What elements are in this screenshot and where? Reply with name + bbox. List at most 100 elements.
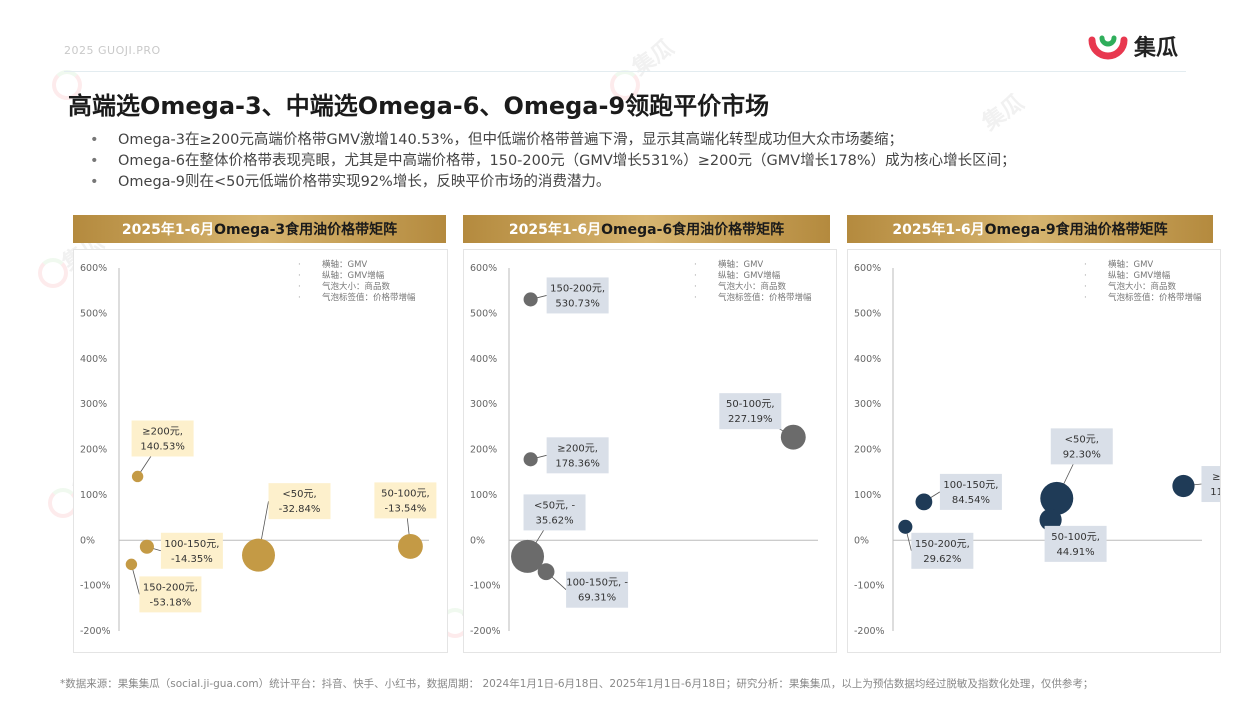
y-tick-label: 600% (470, 263, 497, 274)
y-tick-label: 300% (80, 399, 107, 410)
summary-bullets: Omega-3在≥200元高端价格带GMV激增140.53%，但中低端价格带普遍… (90, 130, 1016, 193)
data-label-box (374, 482, 437, 519)
y-tick-label: -100% (854, 581, 885, 592)
jigua-logo-icon (1088, 35, 1128, 60)
bullet-omega9: Omega-9则在<50元低端价格带实现92%增长，反映平价市场的消费潜力。 (90, 172, 1016, 193)
bubble-point (523, 452, 538, 467)
data-label-text: 44.91% (1057, 547, 1095, 558)
y-tick-label: 500% (470, 308, 497, 319)
bullet-omega6: Omega-6在整体价格带表现亮眼，尤其是中高端价格带，150-200元（GMV… (90, 151, 1016, 172)
bubble-point (898, 519, 913, 534)
legend-label: 气泡标签值：价格带增幅 (298, 293, 416, 304)
data-label-box (1050, 428, 1113, 465)
data-label-text: 140.53% (140, 441, 185, 452)
brand-logo: 集瓜 (1088, 30, 1178, 62)
legend-label: 气泡标签值：价格带增幅 (1084, 293, 1202, 304)
omega6-title-text: Omega-6食用油价格带矩阵 (601, 222, 785, 238)
data-label-text: 150-200元, (550, 283, 605, 294)
data-label-box (1044, 525, 1107, 562)
bubble-point (397, 533, 423, 559)
data-label-text: ≥200元, (1212, 472, 1220, 483)
omega6-chart-legend: 横轴：GMV 纵轴：GMV增幅 气泡大小：商品数 气泡标签值：价格带增幅 (694, 260, 812, 304)
y-tick-label: -200% (470, 626, 501, 637)
omega9-title-text: Omega-9食用油价格带矩阵 (984, 222, 1168, 238)
legend-x: 横轴：GMV (694, 260, 812, 271)
data-label-text: 84.54% (952, 495, 990, 506)
bubble-point (1039, 508, 1062, 531)
bullet-omega3: Omega-3在≥200元高端价格带GMV激增140.53%，但中低端价格带普遍… (90, 130, 1016, 151)
bubble-point (1172, 474, 1195, 498)
data-label-box (160, 532, 223, 569)
y-tick-label: 100% (470, 490, 497, 501)
bubble-point (780, 424, 806, 450)
data-label-text: <50元, (1065, 434, 1099, 445)
y-tick-label: 400% (80, 354, 107, 365)
omega3-chart-legend: 横轴：GMV 纵轴：GMV增幅 气泡大小：商品数 气泡标签值：价格带增幅 (298, 260, 416, 304)
bubble-point (139, 539, 154, 554)
omega6-chart-title: 2025年1-6月 Omega-6食用油价格带矩阵 (463, 215, 830, 243)
y-tick-label: 0% (80, 535, 95, 546)
legend-size: 气泡大小：商品数 (298, 282, 416, 293)
legend-size: 气泡大小：商品数 (1084, 282, 1202, 293)
bubble-point (915, 493, 933, 511)
omega6-chart-panel: 600% 500% 400% 300% 200% 100% 0% -100% -200% 150-… (463, 249, 837, 653)
bubble-point (537, 563, 555, 581)
data-label-text: 178.36% (555, 458, 600, 469)
omega3-title-date: 2025年1-6月 (121, 222, 215, 238)
omega9-bubble-chart: 600% 500% 400% 300% 200% 100% 0% -100% -200% 100-… (854, 263, 1220, 637)
omega9-title-date: 2025年1-6月 (892, 222, 985, 238)
omega3-chart-panel: 600% 500% 400% 300% 200% 100% 0% -100% -200% ≥200… (73, 249, 448, 653)
y-tick-label: 400% (470, 354, 497, 365)
y-tick-label: 0% (470, 535, 485, 546)
bubble-point (125, 558, 138, 571)
watermark-logo: 集瓜 (978, 90, 1029, 136)
page-title: 高端选Omega-3、中端选Omega-6、Omega-9领跑平价市场 (68, 92, 770, 120)
data-label-box (939, 473, 1002, 510)
data-label-text: ≥200元, (557, 443, 598, 454)
y-tick-label: 600% (854, 263, 881, 274)
data-label-text: 50-100元, (726, 399, 775, 410)
legend-y: 纵轴：GMV增幅 (694, 271, 812, 282)
legend-label: 气泡标签值：价格带增幅 (694, 293, 812, 304)
brand-name: 集瓜 (1133, 36, 1178, 61)
data-label-box (523, 494, 586, 531)
y-tick-label: 300% (854, 399, 881, 410)
data-label-text: 150-200元, (143, 582, 198, 593)
y-tick-label: 300% (470, 399, 497, 410)
legend-x: 横轴：GMV (298, 260, 416, 271)
data-label-text: 227.19% (728, 414, 773, 425)
data-label-box (139, 576, 202, 613)
data-label-text: 50-100元, (1051, 532, 1100, 543)
data-label-box (546, 277, 609, 314)
legend-y: 纵轴：GMV增幅 (298, 271, 416, 282)
data-label-text: 100-150元, (164, 539, 219, 550)
data-label-text: <50元, - (534, 500, 575, 511)
legend-y: 纵轴：GMV增幅 (1084, 271, 1202, 282)
data-label-text: 29.62% (923, 554, 961, 565)
legend-size: 气泡大小：商品数 (694, 282, 812, 293)
omega3-title-text: Omega-3食用油价格带矩阵 (214, 222, 398, 238)
data-label-text: 35.62% (535, 515, 573, 526)
data-label-text: 119.51% (1210, 487, 1220, 498)
data-label-box (566, 571, 629, 608)
data-label-box (719, 393, 782, 430)
y-tick-label: 500% (854, 308, 881, 319)
y-tick-label: 200% (854, 445, 881, 456)
y-tick-label: 100% (80, 490, 107, 501)
omega6-bubble-chart: 600% 500% 400% 300% 200% 100% 0% -100% -200% 150-… (470, 263, 818, 637)
data-label-text: -32.84% (279, 504, 321, 515)
bubble-point (511, 539, 545, 573)
data-label-box (1201, 466, 1220, 503)
bubble-point (131, 470, 144, 483)
legend-x: 横轴：GMV (1084, 260, 1202, 271)
data-label-text: ≥200元, (142, 426, 183, 437)
bubble-point (1040, 481, 1074, 515)
data-label-text: <50元, (282, 489, 316, 500)
y-tick-label: -100% (80, 581, 111, 592)
data-label-text: -13.54% (385, 503, 427, 514)
bubble-point (242, 538, 275, 572)
y-tick-label: 100% (854, 490, 881, 501)
y-tick-label: 200% (80, 445, 107, 456)
data-label-box (268, 483, 331, 520)
y-tick-label: -200% (80, 626, 111, 637)
